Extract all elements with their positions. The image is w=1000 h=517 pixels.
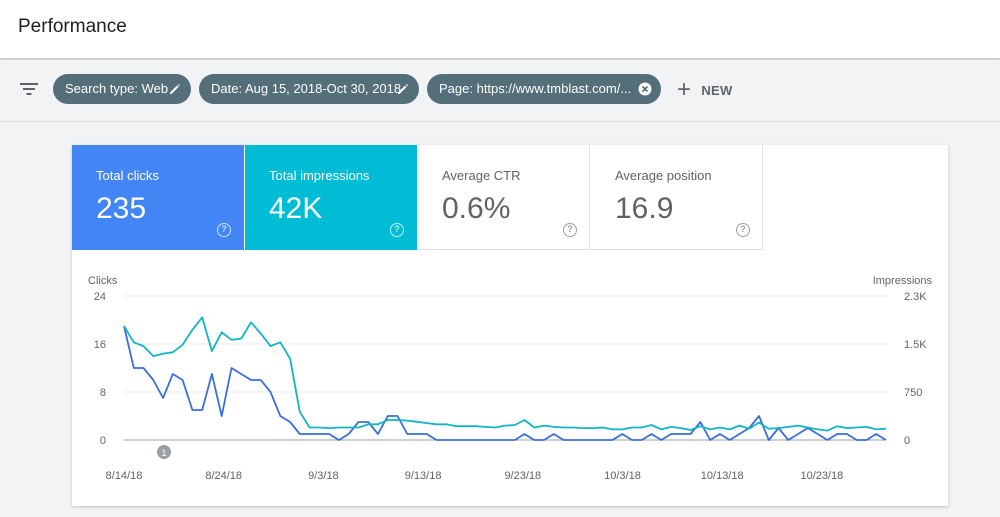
filter-bar: Search type: Web Date: Aug 15, 2018-Oct … (0, 60, 1000, 122)
metric-value: 16.9 (615, 192, 674, 225)
help-icon[interactable]: ? (390, 223, 404, 237)
x-tick-label: 9/13/18 (405, 470, 442, 482)
performance-card: Total clicks 235 ? Total impressions 42K… (72, 145, 948, 506)
annotation-marker[interactable] (157, 445, 171, 459)
series-line-clicks (123, 325, 887, 441)
metric-total-clicks[interactable]: Total clicks 235 ? (72, 145, 244, 250)
x-tick-label: 8/24/18 (205, 470, 242, 482)
page-title: Performance (18, 16, 127, 37)
y-right-tick-label: 0 (904, 435, 910, 447)
x-tick-label: 9/23/18 (504, 470, 541, 482)
metric-value: 0.6% (442, 192, 511, 225)
plus-icon: + (677, 76, 692, 103)
performance-chart: Clicks Impressions 24 2.3K 16 1.5K 8 750 0 0 8/1… (88, 275, 933, 482)
help-icon[interactable]: ? (563, 223, 577, 237)
x-tick-label: 8/14/18 (106, 470, 143, 482)
y-right-tick-label: 2.3K (904, 291, 927, 303)
x-tick-label: 10/3/18 (604, 470, 641, 482)
metric-average-ctr[interactable]: Average CTR 0.6% ? (418, 145, 590, 250)
filter-chip-date[interactable]: Date: Aug 15, 2018-Oct 30, 2018 (199, 74, 419, 104)
filter-chip-label: Date: Aug 15, 2018-Oct 30, 2018 (211, 81, 402, 96)
add-filter-button[interactable]: + NEW (677, 78, 733, 102)
metric-value: 42K (269, 192, 323, 225)
metric-label: Average position (615, 168, 712, 183)
filter-chip-label: Page: https://www.tmblast.com/... (439, 81, 632, 96)
y-right-axis-title: Impressions (873, 275, 933, 287)
add-filter-label: NEW (701, 82, 733, 98)
y-left-axis-title: Clicks (88, 275, 118, 287)
annotation-marker-label: 1 (161, 448, 166, 458)
pencil-icon[interactable] (168, 82, 182, 96)
metric-label: Average CTR (442, 168, 521, 183)
metric-label: Total impressions (269, 168, 370, 183)
y-left-tick-label: 8 (100, 387, 106, 399)
y-left-tick-label: 24 (94, 291, 106, 303)
page-header: Performance (0, 0, 1000, 59)
metric-total-impressions[interactable]: Total impressions 42K ? (245, 145, 417, 250)
metric-label: Total clicks (96, 168, 159, 183)
metric-average-position[interactable]: Average position 16.9 ? (591, 145, 763, 250)
x-tick-label: 9/3/18 (308, 470, 339, 482)
y-left-tick-label: 0 (100, 435, 106, 447)
filter-chip-search-type[interactable]: Search type: Web (53, 74, 191, 104)
filter-list-icon[interactable] (19, 81, 39, 97)
y-right-tick-label: 750 (904, 387, 922, 399)
series-line-impressions (123, 316, 887, 432)
y-left-tick-label: 16 (94, 339, 106, 351)
close-circle-icon[interactable] (638, 82, 652, 96)
help-icon[interactable]: ? (736, 223, 750, 237)
filter-chip-page[interactable]: Page: https://www.tmblast.com/... (427, 74, 661, 104)
x-tick-label: 10/13/18 (701, 470, 744, 482)
pencil-icon[interactable] (396, 82, 410, 96)
y-right-tick-label: 1.5K (904, 339, 927, 351)
help-icon[interactable]: ? (217, 223, 231, 237)
metric-value: 235 (96, 192, 147, 225)
x-tick-label: 10/23/18 (800, 470, 843, 482)
filter-chip-label: Search type: Web (65, 81, 169, 96)
